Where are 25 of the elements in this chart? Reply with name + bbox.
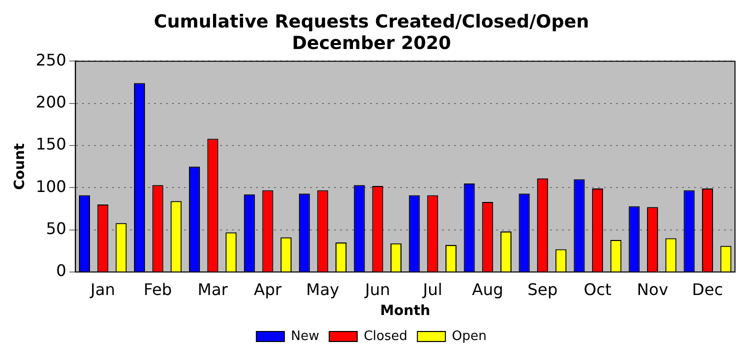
- y-tick-label: 0: [56, 261, 66, 280]
- x-tick-label: Dec: [692, 280, 723, 299]
- chart-subtitle: December 2020: [292, 33, 452, 54]
- x-tick-label: Mar: [198, 280, 228, 299]
- y-tick-label: 150: [36, 134, 66, 154]
- x-tick-label: Nov: [636, 280, 668, 299]
- legend-label: Open: [452, 328, 487, 344]
- y-tick-label: 250: [36, 50, 66, 70]
- y-tick-label: 50: [46, 218, 66, 238]
- x-tick-label: Jan: [89, 280, 116, 299]
- legend-label: Closed: [364, 328, 408, 344]
- y-tick-label: 100: [36, 176, 66, 196]
- y-axis-title: Count: [12, 143, 28, 190]
- x-tick-label: May: [306, 280, 340, 299]
- y-tick-label: 200: [36, 92, 66, 112]
- x-tick-label: Apr: [254, 280, 282, 299]
- x-tick-label: Aug: [472, 280, 504, 299]
- x-tick-label: Sep: [528, 280, 558, 299]
- x-tick-label: Jun: [364, 280, 390, 299]
- x-tick-label: Jul: [422, 280, 442, 299]
- x-tick-label: Oct: [584, 280, 612, 299]
- legend-label: New: [290, 328, 320, 344]
- chart-title: Cumulative Requests Created/Closed/Open: [154, 11, 590, 32]
- x-axis-title: Month: [380, 303, 430, 320]
- x-tick-label: Feb: [144, 280, 172, 299]
